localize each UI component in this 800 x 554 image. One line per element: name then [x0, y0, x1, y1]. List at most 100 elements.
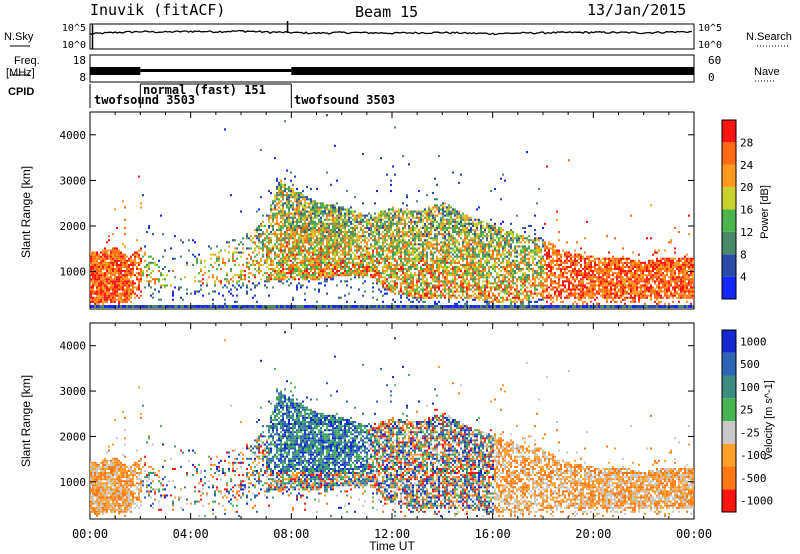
power-cell [474, 263, 476, 266]
power-cell [406, 214, 408, 217]
power-cell [362, 247, 364, 250]
power-cell [444, 206, 446, 209]
power-cell [130, 284, 132, 287]
power-cell [296, 198, 298, 201]
power-cell [484, 226, 486, 229]
power-cell [300, 253, 302, 256]
power-cell [516, 255, 518, 258]
power-cell [420, 288, 422, 291]
power-cell [460, 253, 462, 256]
power-cell [394, 229, 396, 232]
power-cell [464, 282, 466, 285]
power-cell [474, 288, 476, 291]
power-cell [444, 237, 446, 240]
power-cell [362, 231, 364, 234]
power-cell [104, 284, 106, 287]
power-cell [312, 218, 314, 221]
power-cell [352, 222, 354, 225]
power-cell [296, 233, 298, 236]
power-cell [90, 292, 92, 295]
power-cell [170, 284, 172, 287]
power-cell [128, 263, 130, 266]
power-cell [424, 210, 426, 213]
power-cell [380, 222, 382, 225]
power-cell [438, 257, 440, 260]
power-cell [104, 294, 106, 297]
power-cell [328, 212, 330, 215]
power-cell [112, 263, 114, 266]
power-cell [118, 253, 120, 256]
power-cell [288, 235, 290, 238]
power-cell [454, 224, 456, 227]
power-cell [454, 274, 456, 277]
power-cell [366, 243, 368, 246]
power-cell [290, 235, 292, 238]
power-cell [320, 226, 322, 229]
power-cell [476, 218, 478, 221]
power-cell [410, 226, 412, 229]
power-cell [296, 231, 298, 234]
power-cell [510, 243, 512, 246]
power-cell [522, 278, 524, 281]
power-cell [102, 292, 104, 295]
power-cell [520, 249, 522, 252]
power-cell [348, 220, 350, 223]
power-cell [268, 294, 270, 297]
power-cell [424, 212, 426, 215]
power-cell [408, 257, 410, 260]
power-cell [276, 212, 278, 215]
power-cell [302, 222, 304, 225]
power-cell [388, 208, 390, 211]
power-cell [136, 294, 138, 297]
power-cell [422, 288, 424, 291]
power-cell [522, 282, 524, 285]
power-cell [280, 226, 282, 229]
power-cell [352, 235, 354, 238]
power-cell [504, 247, 506, 250]
power-cell [304, 278, 306, 281]
power-cell [426, 272, 428, 275]
power-cell [296, 284, 298, 287]
power-cell [266, 272, 268, 275]
power-cell [500, 222, 502, 225]
power-cell [398, 263, 400, 266]
power-cell [104, 296, 106, 299]
power-cell [438, 276, 440, 279]
power-cell [114, 253, 116, 256]
power-cell [412, 245, 414, 248]
power-cell [110, 263, 112, 266]
power-cell [388, 235, 390, 238]
power-cell [100, 298, 102, 301]
power-cell [434, 177, 436, 180]
power-cell [262, 263, 264, 266]
power-cell [400, 300, 402, 303]
power-cell [126, 276, 128, 279]
power-cell [364, 235, 366, 238]
power-cell [394, 126, 396, 129]
power-cell [114, 255, 116, 258]
power-cell [382, 226, 384, 229]
power-cell [410, 257, 412, 260]
power-cell [416, 290, 418, 293]
power-cell [152, 270, 154, 273]
power-cell [384, 233, 386, 236]
power-cell [310, 245, 312, 248]
power-cell [282, 226, 284, 229]
power-cell [468, 296, 470, 299]
power-cell [412, 220, 414, 223]
power-cell [360, 253, 362, 256]
power-cell [422, 220, 424, 223]
power-cell [304, 206, 306, 209]
power-cell [340, 280, 342, 283]
power-cell [350, 253, 352, 256]
power-cell [448, 251, 450, 254]
power-cell [420, 270, 422, 273]
power-cell [256, 284, 258, 287]
power-cell [378, 288, 380, 291]
power-cell [386, 224, 388, 227]
power-cell [104, 247, 106, 250]
power-cell [262, 220, 264, 223]
power-cell [286, 237, 288, 240]
power-cell [298, 204, 300, 207]
